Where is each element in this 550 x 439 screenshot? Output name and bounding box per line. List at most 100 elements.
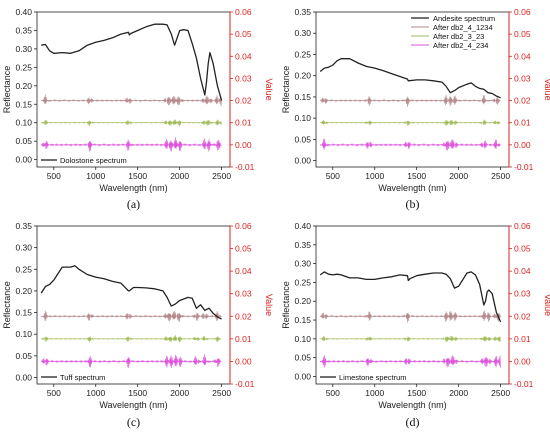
y-tick-label: 0.00 (15, 155, 32, 165)
x-axis-label: Wavelength (nm) (99, 183, 167, 193)
residual-series-line (320, 119, 501, 126)
y2-tick-label: 0.01 (235, 334, 252, 344)
y2-tick-label: 0.03 (514, 289, 531, 299)
y2-tick-label: 0.02 (235, 311, 252, 321)
y-tick-label: 0.30 (15, 243, 32, 253)
y2-tick-label: 0.00 (235, 356, 252, 366)
residual-series-line (319, 94, 501, 107)
y-tick-label: 0.35 (294, 7, 311, 17)
legend-label: After db2_4_234 (433, 41, 488, 50)
x-axis-label: Wavelength (nm) (99, 400, 167, 410)
residual-series-line (41, 354, 222, 369)
y2-tick-label: 0.00 (514, 356, 531, 366)
plot-frame (36, 11, 231, 168)
y2-tick-label: 0.04 (235, 266, 252, 276)
panel-label: (c) (127, 415, 140, 429)
y2-tick-label: 0.04 (514, 51, 531, 61)
y-tick-label: 0.30 (15, 44, 32, 54)
y2-tick-label: 0.05 (514, 244, 531, 254)
y-tick-label: 0.00 (294, 371, 311, 381)
y-tick-label: 0.05 (294, 353, 311, 363)
y-tick-label: 0.35 (294, 240, 311, 250)
legend-label: Limestone spectrum (339, 373, 407, 382)
y-tick-label: 0.15 (15, 99, 32, 109)
panel-label: (a) (127, 197, 140, 211)
y-tick-label: 0.30 (294, 259, 311, 269)
y2-tick-label: 0.06 (514, 7, 531, 17)
panel-label: (b) (406, 197, 420, 211)
y-tick-label: 0.35 (15, 221, 32, 231)
y-tick-label: 0.10 (15, 329, 32, 339)
x-tick-label: 500 (326, 388, 340, 398)
y-tick-label: 0.25 (294, 277, 311, 287)
x-tick-label: 1000 (86, 388, 105, 398)
residual-series-line (40, 119, 222, 127)
y-tick-label: 0.25 (294, 49, 311, 59)
y-tick-label: 0.15 (15, 308, 32, 318)
y2-axis-label: Value (264, 78, 274, 100)
x-tick-label: 1500 (407, 388, 426, 398)
y2-tick-label: 0.02 (235, 96, 252, 106)
x-tick-label: 500 (47, 171, 61, 181)
y2-tick-label: 0.01 (514, 334, 531, 344)
residual-series-line (40, 137, 222, 152)
y2-tick-label: -0.01 (514, 162, 534, 172)
y2-tick-label: -0.01 (514, 379, 534, 389)
y-tick-label: 0.30 (294, 28, 311, 38)
residual-series-line (319, 355, 501, 368)
y2-tick-label: 0.00 (514, 140, 531, 150)
spectrum-line (41, 23, 223, 101)
y2-tick-label: 0.02 (514, 311, 531, 321)
y-tick-label: 0.15 (294, 315, 311, 325)
y-tick-label: 0.20 (294, 296, 311, 306)
y-tick-label: 0.00 (294, 156, 311, 166)
y-tick-label: 0.40 (15, 7, 32, 17)
residual-series-line (41, 335, 222, 343)
x-tick-label: 1500 (128, 171, 147, 181)
y2-tick-label: 0.06 (514, 221, 531, 231)
y2-tick-label: 0.06 (235, 7, 252, 17)
spectrum-line (319, 271, 502, 323)
y-tick-label: 0.10 (294, 334, 311, 344)
y-tick-label: 0.40 (294, 221, 311, 231)
residual-series-line (40, 94, 222, 107)
chart-panel-3: 500 1000 1500 2000 2500 0.00 0.05 0.10 0.15 0.20 0… (2, 221, 274, 429)
residual-series-line (319, 138, 501, 151)
residual-series-line (320, 335, 501, 343)
y2-tick-label: 0.01 (235, 118, 252, 128)
y2-axis-label: Value (264, 294, 274, 316)
y2-axis-label: Value (543, 78, 550, 100)
spectrum-line (40, 265, 222, 320)
y2-tick-label: 0.03 (514, 73, 531, 83)
x-tick-label: 1500 (128, 388, 147, 398)
y-tick-label: 0.25 (15, 264, 32, 274)
y-tick-label: 0.05 (15, 136, 32, 146)
y2-tick-label: 0.04 (514, 266, 531, 276)
y-tick-label: 0.20 (294, 71, 311, 81)
y2-tick-label: -0.01 (235, 162, 255, 172)
y2-tick-label: 0.01 (514, 118, 531, 128)
y-tick-label: 0.35 (15, 25, 32, 35)
y-tick-label: 0.00 (15, 373, 32, 383)
legend-label: Andesite spectrum (433, 14, 495, 23)
y2-tick-label: 0.06 (235, 221, 252, 231)
legend-label: Dolostone spectrum (60, 156, 127, 165)
chart-panel-1: 500 1000 1500 2000 2500 0.00 0.05 0.10 0.15 0.20 0… (2, 7, 274, 211)
y2-tick-label: 0.04 (235, 51, 252, 61)
x-tick-label: 1500 (407, 171, 426, 181)
x-tick-label: 2500 (212, 171, 231, 181)
y2-tick-label: 0.05 (235, 29, 252, 39)
legend-label: After db2_3_23 (433, 32, 484, 41)
x-tick-label: 2500 (491, 388, 510, 398)
y-axis-label: Reflectance (281, 66, 291, 114)
y2-tick-label: -0.01 (235, 379, 255, 389)
chart-panel-4: 500 1000 1500 2000 2500 0.00 0.05 0.10 0.15 0.20 0… (281, 221, 550, 429)
y-tick-label: 0.20 (15, 81, 32, 91)
y-axis-label: Reflectance (2, 66, 12, 114)
y2-tick-label: 0.05 (235, 244, 252, 254)
y-axis-label: Reflectance (2, 281, 12, 329)
y-tick-label: 0.15 (294, 92, 311, 102)
y-tick-label: 0.25 (15, 62, 32, 72)
residual-series-line (319, 310, 501, 323)
